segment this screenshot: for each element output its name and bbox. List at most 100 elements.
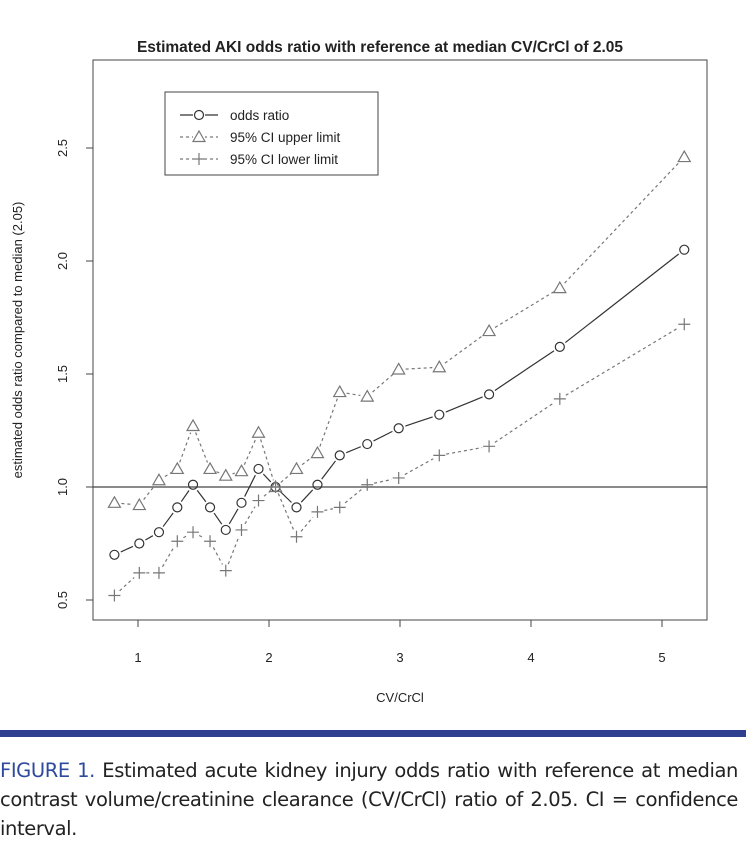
marker-plus	[553, 392, 566, 405]
series-segment	[119, 577, 135, 592]
y-tick-label: 2.5	[55, 139, 70, 157]
marker-circle	[236, 497, 247, 508]
series-odds-ratio	[109, 244, 690, 560]
marker-circle	[172, 502, 183, 513]
x-axis-label: CV/CrCl	[376, 690, 424, 705]
marker-plus	[290, 530, 303, 543]
series-segment	[262, 473, 272, 483]
marker-triangle	[191, 129, 207, 143]
series-segment	[145, 535, 154, 541]
series-segment	[404, 458, 434, 476]
marker-plus	[252, 494, 265, 507]
series-segment	[565, 327, 679, 396]
marker-circle	[193, 109, 205, 121]
marker-plus	[269, 481, 282, 493]
x-axis: 1 2 3 4 5	[134, 619, 666, 665]
marker-circle	[153, 527, 165, 538]
marker-plus	[133, 566, 146, 579]
marker-circle	[204, 502, 216, 513]
series-segment	[324, 508, 333, 512]
chart-title: Estimated AKI odds ratio with reference …	[137, 39, 623, 56]
x-tick-label: 2	[265, 650, 272, 665]
marker-plus	[152, 566, 165, 579]
series-segment	[344, 488, 363, 504]
series-segment	[216, 471, 220, 474]
marker-triangle	[432, 360, 447, 373]
legend-marker-bg	[193, 130, 205, 144]
marker-circle	[483, 389, 495, 400]
marker-triangle	[203, 461, 218, 475]
marker-triangle	[107, 495, 122, 508]
marker-plus	[311, 505, 324, 518]
marker-triangle	[332, 384, 347, 398]
marker-plus	[678, 318, 691, 331]
series-segment	[179, 432, 192, 463]
series-segment	[120, 545, 134, 553]
series-95-ci-lower-limit	[108, 318, 691, 602]
marker-plus	[333, 501, 346, 514]
series-segment	[405, 416, 433, 427]
series-segment	[446, 446, 483, 455]
marker-circle	[312, 479, 323, 490]
series-segment	[213, 512, 223, 525]
marker-plus	[433, 449, 446, 462]
marker-circle	[334, 450, 345, 461]
marker-triangle	[132, 497, 147, 511]
series-segment	[212, 547, 223, 565]
y-axis-label: estimated odds ratio compared to median …	[10, 202, 25, 479]
series-segment	[244, 506, 256, 525]
marker-circle	[362, 438, 373, 450]
marker-circle	[291, 502, 302, 513]
marker-triangle	[170, 461, 185, 475]
series-segment	[244, 474, 256, 497]
series-segment	[121, 502, 133, 506]
series-segment	[280, 491, 292, 503]
marker-triangle	[677, 149, 692, 163]
chart: Estimated AKI odds ratio with reference …	[10, 39, 708, 705]
legend: odds ratio 95% CI upper limit 95% CI lower…	[164, 91, 379, 176]
y-axis: 0.5 1.0 1.5 2.0 2.5	[55, 139, 94, 609]
series-segment	[300, 489, 314, 503]
series-segment	[445, 396, 483, 413]
series-segment	[494, 350, 555, 391]
series-segment	[405, 367, 433, 370]
series-segment	[162, 512, 174, 527]
marker-plus	[193, 153, 205, 165]
y-tick-label: 1.5	[55, 365, 70, 383]
series-segment	[300, 516, 314, 532]
x-tick-label: 4	[527, 650, 534, 665]
marker-plus	[171, 535, 184, 548]
series-segment	[195, 432, 209, 463]
marker-plus	[187, 526, 200, 539]
series-segment	[164, 472, 172, 478]
marker-plus	[392, 471, 405, 484]
series-segment	[494, 291, 555, 328]
marker-triangle	[234, 463, 249, 477]
marker-plus	[204, 535, 217, 548]
marker-triangle	[360, 389, 375, 402]
series-segment	[346, 392, 361, 397]
legend-label: odds ratio	[230, 108, 289, 123]
series-segment	[301, 456, 313, 466]
series-segment	[227, 536, 240, 565]
marker-triangle	[251, 425, 266, 438]
x-tick-label: 5	[658, 650, 665, 665]
series-segment	[444, 334, 484, 364]
series-segment	[243, 438, 257, 466]
figure-caption: FIGURE 1. Estimated acute kidney injury …	[0, 756, 738, 843]
series-segment	[373, 478, 392, 484]
series-segment	[263, 490, 271, 497]
legend-label: 95% CI upper limit	[230, 130, 341, 145]
series-segment	[232, 472, 235, 475]
marker-circle	[134, 538, 145, 549]
series-segment	[321, 460, 336, 480]
legend-label: 95% CI lower limit	[230, 152, 338, 167]
series-segment	[196, 489, 207, 503]
series-95-ci-upper-limit	[107, 149, 692, 511]
marker-triangle	[185, 418, 201, 432]
marker-circle	[679, 244, 690, 255]
series-segment	[564, 161, 680, 284]
y-tick-label: 0.5	[55, 591, 70, 609]
marker-plus	[219, 564, 232, 577]
marker-triangle	[151, 473, 166, 486]
